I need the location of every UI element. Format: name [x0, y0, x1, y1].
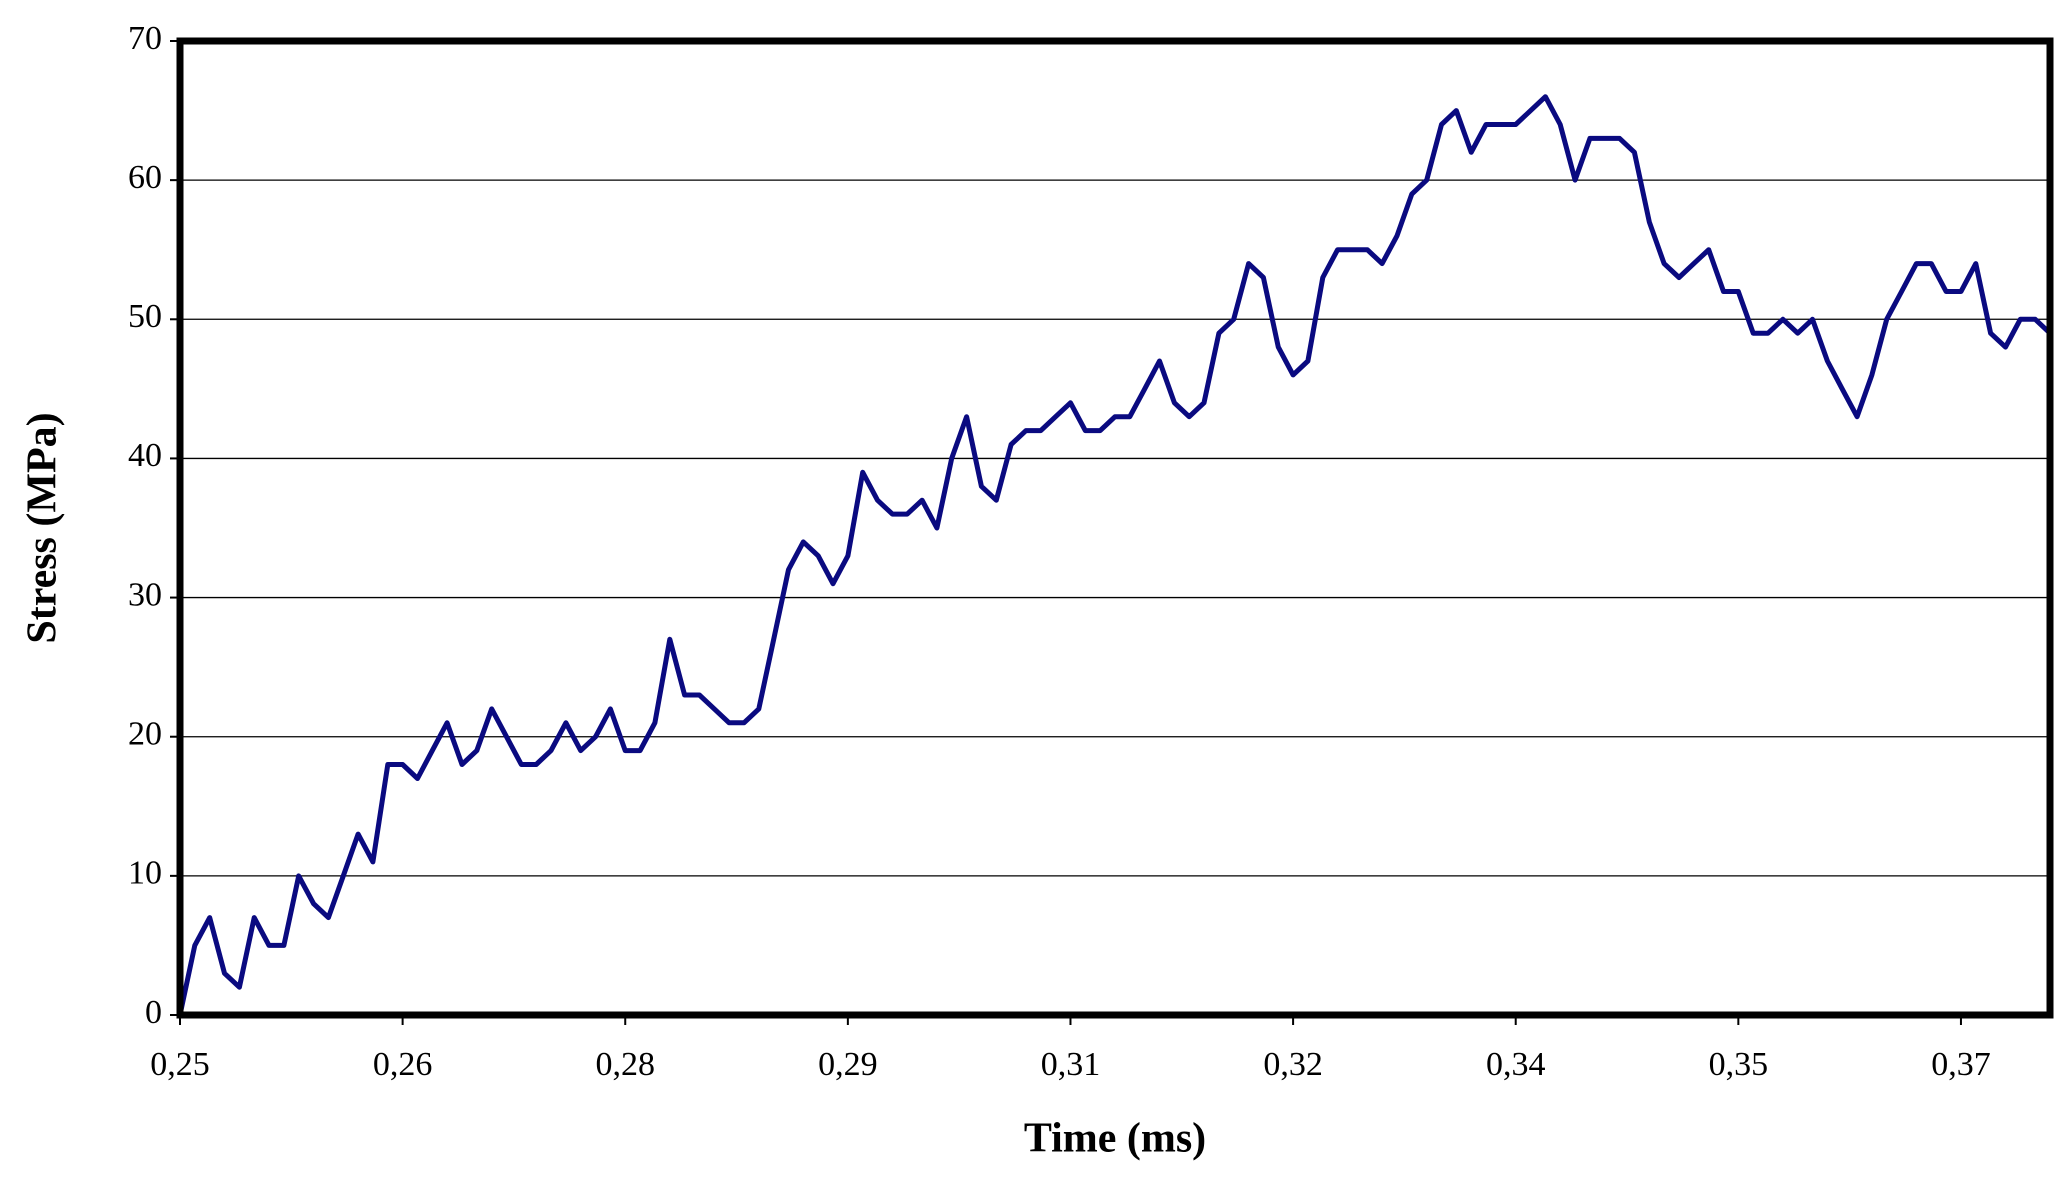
plot-frame: [176, 37, 2054, 1019]
x-tick-label: 0,32: [1263, 1046, 1323, 1083]
x-tick-label: 0,31: [1041, 1046, 1101, 1083]
y-tick-label: 20: [128, 716, 162, 753]
x-axis-title: Time (ms): [1024, 1116, 1206, 1162]
x-tick-label: 0,29: [818, 1046, 878, 1083]
y-tick-label: 10: [128, 855, 162, 892]
x-tick-label: 0,28: [595, 1046, 655, 1083]
x-tick-label: 0,26: [373, 1046, 433, 1083]
y-axis-title: Stress (MPa): [20, 412, 66, 643]
y-tick-label: 0: [145, 994, 162, 1031]
y-tick-label: 40: [128, 437, 162, 474]
y-tick-label: 60: [128, 159, 162, 196]
y-tick-label: 30: [128, 576, 162, 613]
x-tick-label: 0,34: [1486, 1046, 1546, 1083]
x-tick-label: 0,35: [1709, 1046, 1769, 1083]
x-tick-label: 0,37: [1931, 1046, 1991, 1083]
x-tick-label: 0,25: [150, 1046, 210, 1083]
data-line: [177, 94, 2052, 1016]
y-tick-label: 70: [128, 20, 162, 57]
y-tick-label: 50: [128, 298, 162, 335]
